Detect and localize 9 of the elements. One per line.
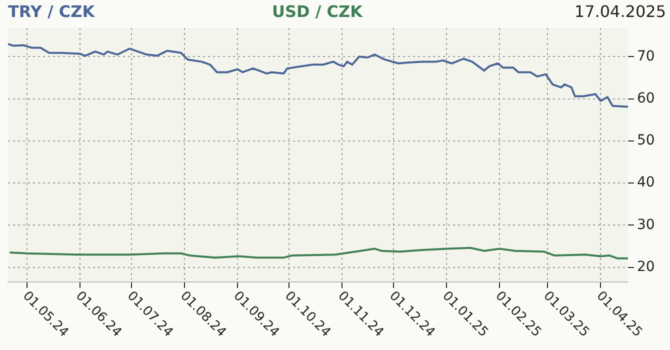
y-tick-label: 40 [637,174,655,191]
y-tick-label: 50 [637,132,655,149]
y-tick-label: 70 [637,48,655,64]
text: USD / CZK [272,2,363,21]
series-label: TRY / CZK [8,2,95,21]
y-tick-label: 30 [637,216,655,233]
chart-title: 17.04.2025 [574,2,666,21]
y-tick-label: 60 [637,90,655,106]
y-tick-label: 20 [637,258,655,275]
